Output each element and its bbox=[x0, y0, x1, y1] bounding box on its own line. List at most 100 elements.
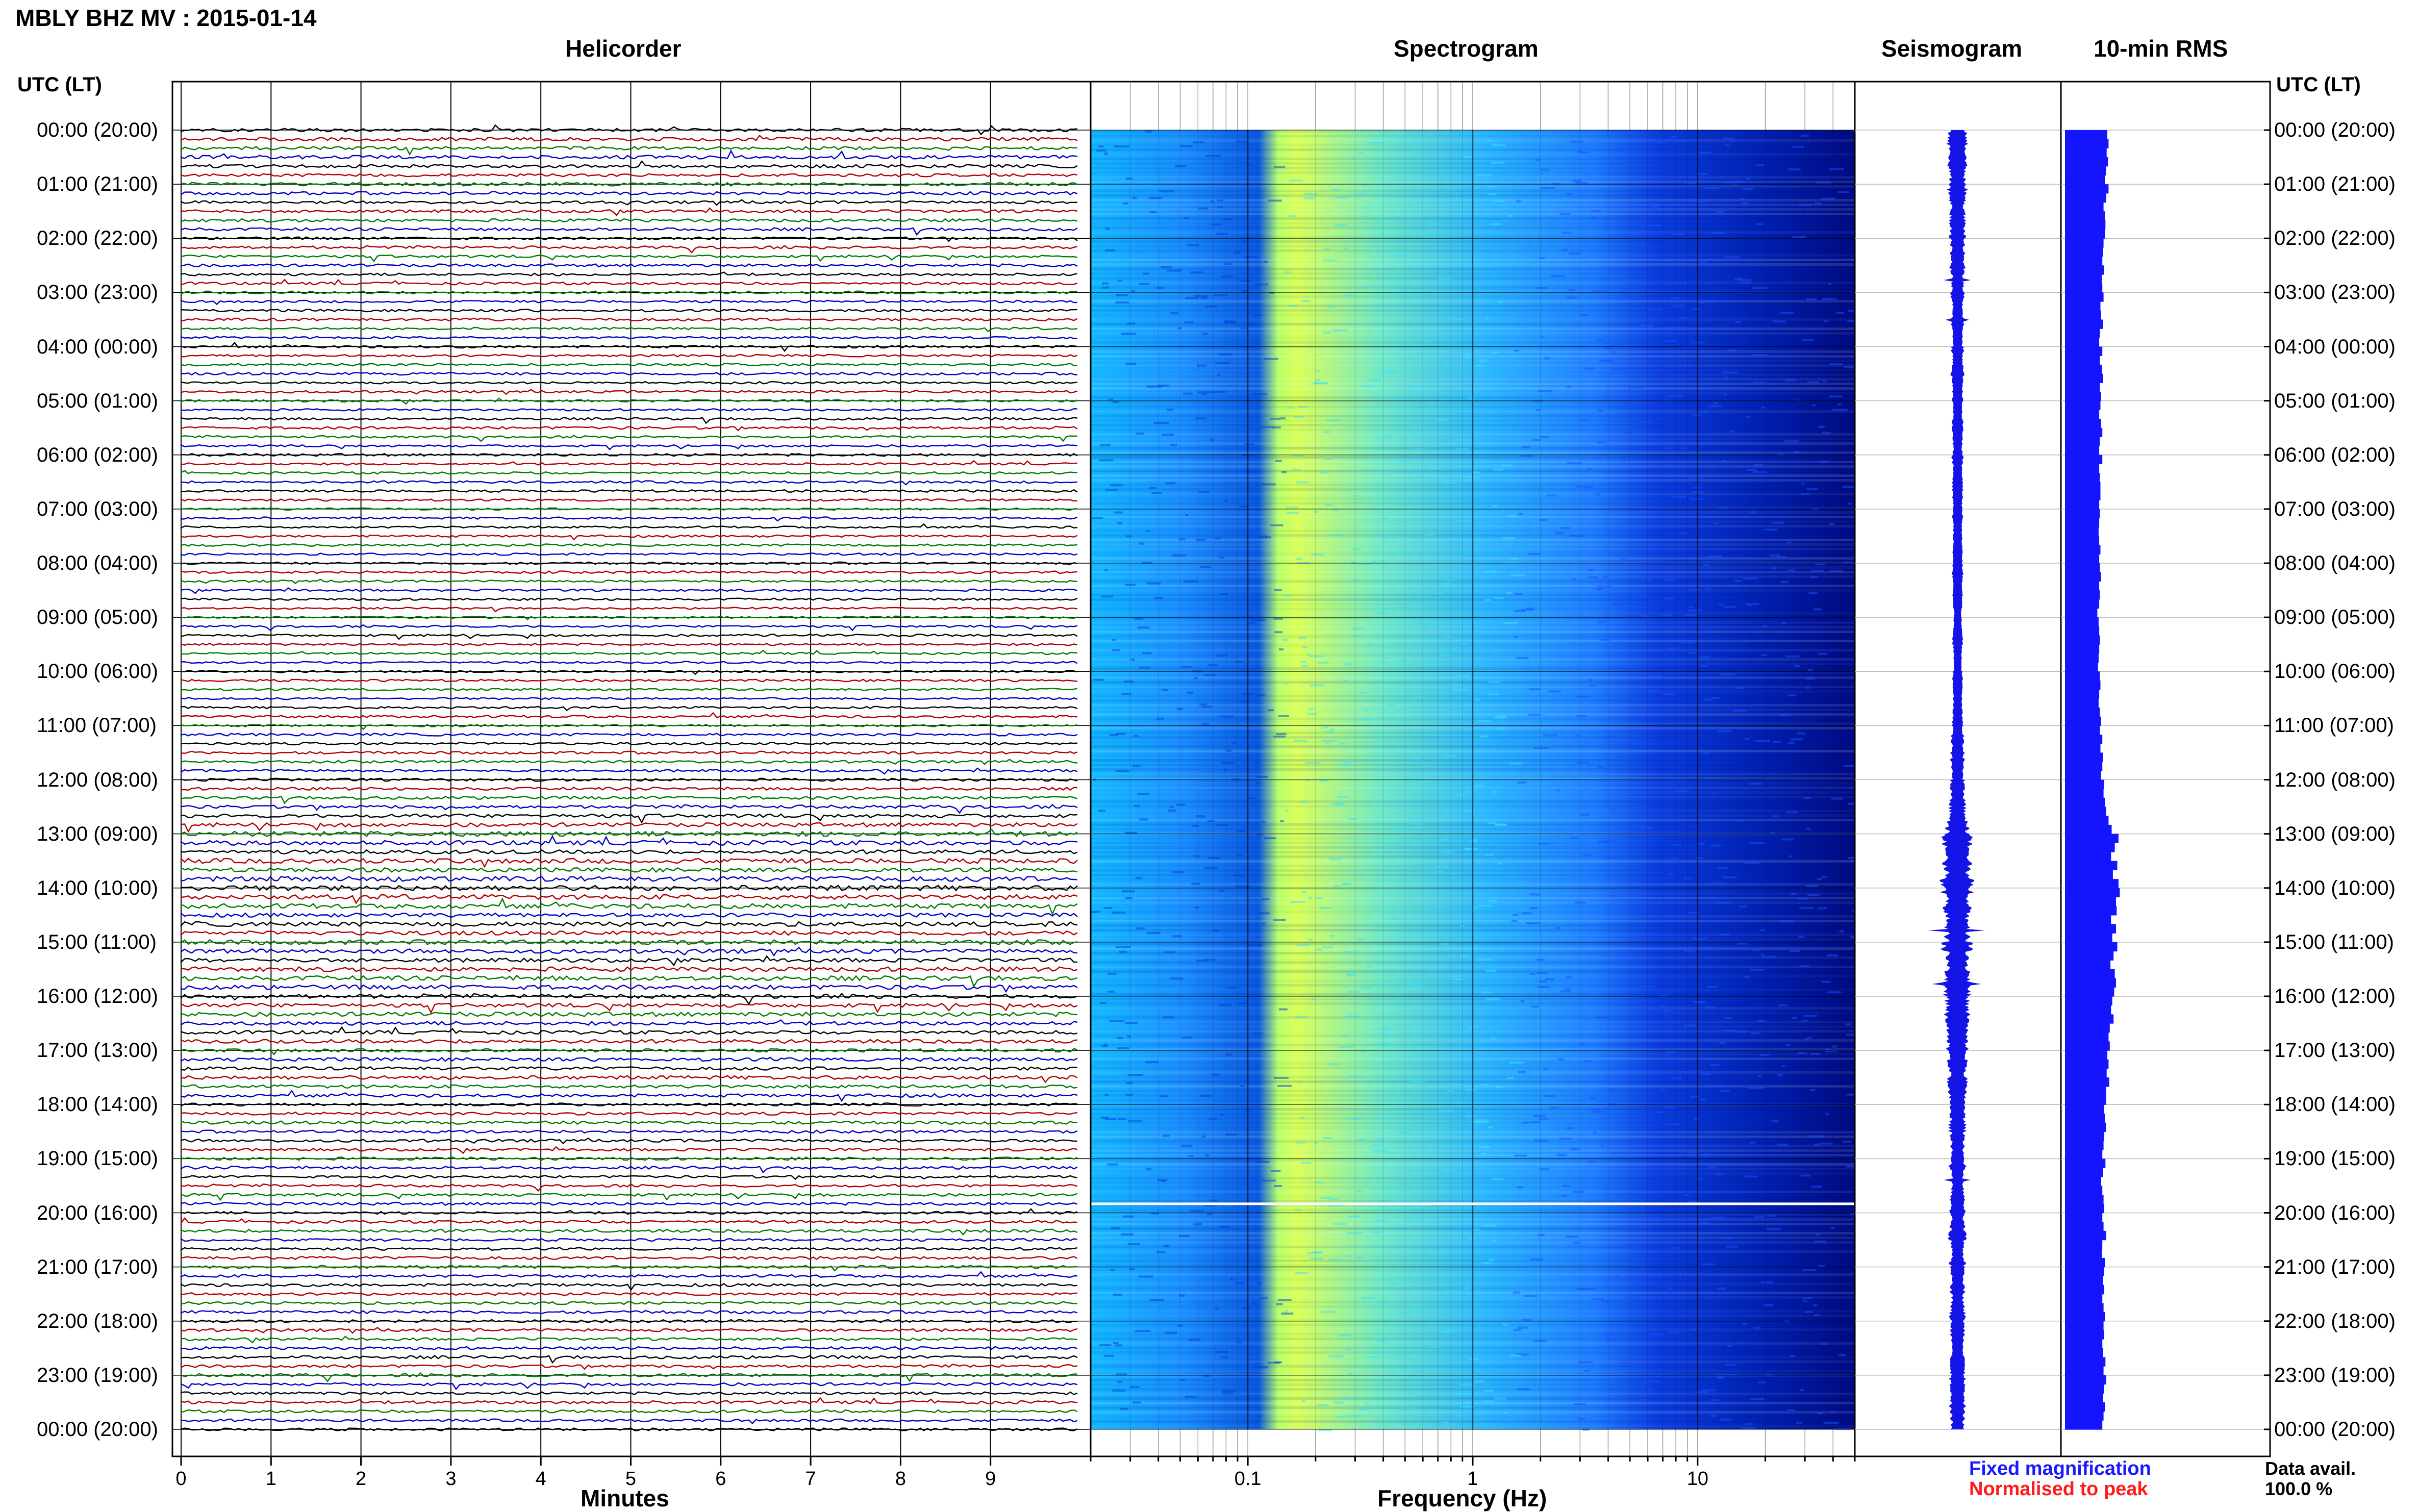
spectrogram-speckle bbox=[1711, 232, 1725, 234]
spectrogram-speckle bbox=[1816, 181, 1831, 184]
right-time-label: 00:00 (20:00) bbox=[2274, 1418, 2396, 1441]
spectrogram-speckle bbox=[1208, 1117, 1217, 1120]
spectrogram-speckle bbox=[1789, 950, 1800, 952]
helicorder-trace bbox=[180, 263, 1078, 268]
spectrogram-speckle bbox=[1192, 141, 1204, 144]
rms-bar bbox=[2065, 446, 2100, 456]
spectrogram-speckle bbox=[1405, 1218, 1419, 1220]
spectrogram-speckle bbox=[1596, 441, 1606, 444]
spectrogram-speckle bbox=[1524, 1295, 1538, 1297]
spectrogram-speckle bbox=[1340, 742, 1346, 745]
spectrogram-speckle bbox=[1139, 283, 1150, 285]
spectrogram-speckle bbox=[1772, 567, 1777, 569]
spectrogram-speckle bbox=[1295, 558, 1303, 560]
spectrogram-speckle bbox=[1556, 789, 1560, 792]
spectrogram-speckle bbox=[1797, 732, 1806, 735]
helicorder-trace bbox=[180, 688, 1078, 691]
spectrogram-speckle bbox=[1479, 359, 1487, 362]
spectrogram-speckle bbox=[1521, 1121, 1529, 1124]
spectrogram-speckle bbox=[1750, 842, 1765, 844]
spectrogram-speckle bbox=[1521, 455, 1533, 457]
spectrogram-speckle bbox=[1195, 417, 1207, 420]
spectrogram-speckle bbox=[1322, 946, 1333, 949]
spectrogram-speckle bbox=[1622, 367, 1632, 369]
spectrogram-speckle bbox=[1591, 367, 1595, 370]
spectrogram-speckle bbox=[1835, 312, 1844, 314]
rms-bar bbox=[2065, 996, 2112, 1006]
spectrogram-speckle bbox=[1810, 1053, 1820, 1055]
spectrogram-speckle bbox=[1096, 149, 1106, 152]
spectrogram-speckle bbox=[1260, 1297, 1268, 1299]
spectrogram-speckle bbox=[1244, 470, 1256, 473]
spectrogram-speckle bbox=[1761, 1281, 1773, 1284]
spectrogram-speckle bbox=[1589, 684, 1597, 687]
spectrogram-speckle bbox=[1516, 657, 1529, 660]
spectrogram-speckle bbox=[1807, 1037, 1812, 1039]
spectrogram-speckle bbox=[1709, 1166, 1715, 1169]
spectrogram-speckle bbox=[1807, 894, 1820, 896]
spectrogram-speckle bbox=[1644, 1052, 1652, 1055]
spectrogram-speckle bbox=[1377, 612, 1388, 614]
rms-bar bbox=[2065, 536, 2100, 546]
spectrogram-speckle bbox=[1284, 1311, 1289, 1313]
spectrogram-speckle bbox=[1612, 604, 1624, 607]
spectrogram-speckle bbox=[1773, 815, 1779, 818]
spectrogram-speckle bbox=[1308, 896, 1313, 899]
spectrogram-speckle bbox=[1737, 1030, 1747, 1033]
spectrogram-speckle bbox=[1327, 1204, 1343, 1207]
spectrogram-speckle bbox=[1529, 972, 1535, 975]
spectrogram-speckle bbox=[1812, 404, 1816, 407]
helicorder-trace bbox=[180, 480, 1078, 486]
spectrogram-speckle bbox=[1347, 1232, 1363, 1234]
spectrogram-speckle bbox=[1723, 1016, 1733, 1019]
spectrogram-speckle bbox=[1684, 182, 1694, 185]
spectrogram-speckle bbox=[1328, 1355, 1344, 1357]
rms-bar bbox=[2065, 762, 2103, 771]
spectrogram-speckle bbox=[1379, 1302, 1385, 1305]
spectrogram-speckle bbox=[1601, 639, 1610, 641]
spectrogram-speckle bbox=[1381, 984, 1386, 987]
spectrogram-speckle bbox=[1752, 287, 1768, 289]
spectrogram-speckle bbox=[1317, 1404, 1328, 1406]
spectrogram-speckle bbox=[1629, 185, 1644, 188]
spectrogram-speckle bbox=[1216, 233, 1228, 235]
spectrogram-speckle bbox=[1452, 684, 1462, 686]
spectrogram-speckle bbox=[1745, 738, 1749, 740]
spectrogram-speckle bbox=[1365, 1402, 1369, 1405]
spectrogram-speckle bbox=[1595, 339, 1604, 342]
spectrogram-speckle bbox=[1456, 1393, 1470, 1395]
helicorder-trace bbox=[180, 271, 1078, 276]
spectrogram-speckle bbox=[1390, 284, 1402, 286]
spectrogram-speckle bbox=[1665, 578, 1674, 581]
spectrogram-speckle bbox=[1771, 831, 1775, 834]
spectrogram-speckle bbox=[1127, 1074, 1140, 1076]
spectrogram-speckle bbox=[1161, 434, 1174, 436]
helicorder-trace bbox=[180, 649, 1078, 656]
spectrogram-speckle bbox=[1622, 459, 1626, 462]
spectrogram-speckle bbox=[1626, 841, 1632, 844]
spectrogram-speckle bbox=[1100, 1002, 1106, 1004]
spectrogram-speckle bbox=[1314, 511, 1318, 513]
spectrogram-speckle bbox=[1279, 417, 1286, 420]
spectrogram-speckle bbox=[1577, 695, 1591, 698]
spectrogram-speckle bbox=[1777, 1074, 1783, 1077]
rms-bar bbox=[2065, 725, 2100, 735]
spectrogram-speckle bbox=[1801, 493, 1809, 495]
spectrogram-speckle bbox=[1673, 282, 1687, 285]
right-time-label: 11:00 (07:00) bbox=[2274, 714, 2394, 737]
spectrogram-speckle bbox=[1319, 779, 1329, 782]
spectrogram-speckle bbox=[1495, 1086, 1502, 1088]
spectrogram-speckle bbox=[1475, 1119, 1487, 1122]
helicorder-trace bbox=[180, 1084, 1078, 1089]
spectrogram-speckle bbox=[1130, 658, 1135, 661]
spectrogram-speckle bbox=[1398, 826, 1413, 829]
spectrogram-speckle bbox=[1485, 853, 1494, 856]
spectrogram-speckle bbox=[1115, 770, 1129, 772]
spectrogram-speckle bbox=[1541, 187, 1555, 189]
left-time-label: 03:00 (23:00) bbox=[37, 281, 158, 304]
spectrogram-speckle bbox=[1578, 1361, 1594, 1364]
spectrogram-speckle bbox=[1440, 583, 1453, 585]
spectrogram-speckle bbox=[1763, 528, 1777, 531]
spectrogram-speckle bbox=[1577, 150, 1583, 153]
spectrogram-speckle bbox=[1454, 1084, 1460, 1087]
